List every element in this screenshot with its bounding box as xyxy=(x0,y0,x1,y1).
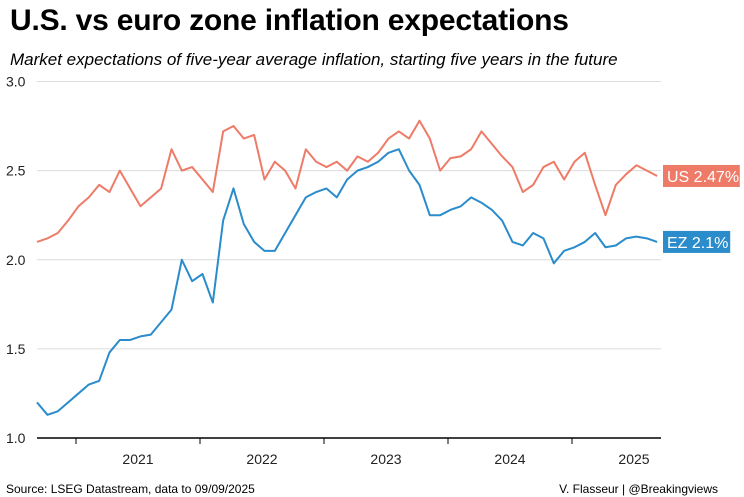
y-tick-label: 1.0 xyxy=(6,430,26,446)
x-tick-label: 2022 xyxy=(246,451,277,467)
end-label-text: US 2.47% xyxy=(667,169,739,186)
y-tick-label: 2.0 xyxy=(6,252,26,268)
end-label-text: EZ 2.1% xyxy=(667,235,728,252)
end-label-box xyxy=(663,164,740,187)
chart-subtitle: Market expectations of five-year average… xyxy=(10,50,618,69)
x-tick-label: 2023 xyxy=(370,451,401,467)
end-label-us: US 2.47% xyxy=(663,164,740,187)
end-label-box xyxy=(663,230,731,253)
end-label-ez: EZ 2.1% xyxy=(663,230,731,253)
y-tick-label: 3.0 xyxy=(6,74,26,90)
source-note: Source: LSEG Datastream, data to 09/09/2… xyxy=(6,482,255,496)
x-tick-label: 2021 xyxy=(122,451,153,467)
x-tick-label: 2024 xyxy=(494,451,525,467)
series-line-us xyxy=(36,119,658,243)
x-tick-label: 2025 xyxy=(618,451,649,467)
chart-title: U.S. vs euro zone inflation expectations xyxy=(10,4,569,37)
series-line-ez xyxy=(36,148,658,416)
credit-note: V. Flasseur | @Breakingviews xyxy=(559,482,718,496)
y-tick-label: 1.5 xyxy=(6,341,26,357)
y-tick-label: 2.5 xyxy=(6,163,26,179)
